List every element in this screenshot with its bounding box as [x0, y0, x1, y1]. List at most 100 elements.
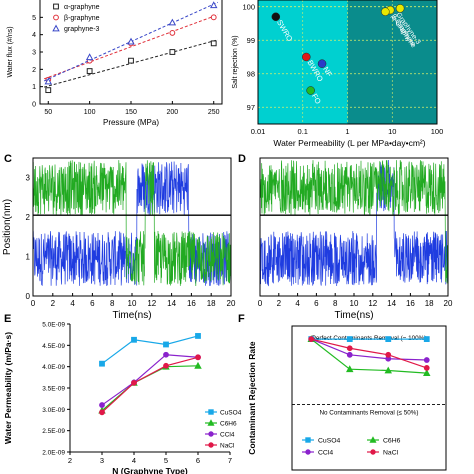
- x-tick-label: 20: [444, 299, 453, 308]
- data-point: [163, 341, 169, 348]
- data-point: [423, 369, 431, 377]
- data-point: [210, 40, 217, 47]
- panel-c-position-trace: 0 2 4 6 8 10 12 14 16 18 200123Time(ns)Position(nm…: [2, 157, 236, 321]
- data-point: [169, 49, 176, 55]
- x-tick-label: 250: [208, 109, 220, 116]
- y-tick-label: 100: [242, 3, 255, 12]
- fit-line: [43, 14, 219, 80]
- legend-label: β-graphyne: [64, 15, 100, 22]
- x-tick-label: 200: [167, 109, 179, 116]
- data-point: [385, 351, 392, 358]
- x-tick-label: 6: [314, 299, 319, 308]
- x-tick-label: 18: [425, 299, 434, 308]
- legend-label: CCl4: [220, 432, 235, 439]
- x-tick-label: 18: [207, 299, 216, 308]
- data-point: [128, 57, 134, 64]
- plot-frame: [257, 0, 438, 125]
- legend-label: C6H6: [220, 421, 237, 428]
- x-tick-label: 2: [51, 299, 56, 308]
- legend-marker: [370, 449, 376, 455]
- data-point: [45, 87, 52, 94]
- legend-label: C6H6: [383, 438, 401, 445]
- y-axis-label: Contaminant Rejection Rate: [247, 341, 257, 455]
- y-tick-label: 99: [247, 36, 255, 45]
- legend-label: CuSO4: [220, 410, 242, 417]
- y-tick-label: 2: [32, 67, 36, 74]
- data-point: [99, 409, 105, 416]
- data-point: [168, 18, 177, 26]
- x-tick-label: 14: [387, 299, 396, 308]
- position-trace: [32, 161, 232, 286]
- series-line: [101, 365, 199, 412]
- data-point: [423, 364, 430, 371]
- legend-label: NaCl: [220, 443, 235, 450]
- x-tick-label: 0.01: [251, 127, 266, 136]
- data-point: [395, 4, 405, 13]
- data-point: [346, 345, 353, 352]
- data-point: [99, 360, 105, 367]
- y-tick-label: 4.5E-09: [42, 343, 65, 350]
- x-tick-label: 150: [125, 109, 137, 116]
- data-point: [271, 12, 281, 22]
- data-point: [86, 68, 93, 74]
- data-point: [85, 53, 94, 61]
- data-point: [44, 77, 53, 85]
- panel-letter-e: E: [4, 313, 11, 325]
- data-point: [423, 336, 430, 342]
- y-tick-label: 5.0E-09: [42, 322, 65, 329]
- plot-frame: [291, 325, 447, 471]
- y-tick-label: 97: [247, 103, 255, 112]
- x-tick-label: 20: [227, 299, 236, 308]
- x-tick-label: 16: [406, 299, 415, 308]
- y-tick-label: 1: [32, 84, 36, 91]
- panel-letter-f: F: [238, 313, 245, 325]
- legend-marker: [305, 449, 311, 455]
- x-tick-label: 4: [295, 299, 300, 308]
- series-line: [311, 338, 427, 369]
- data-point: [423, 357, 430, 363]
- legend-label: NaCl: [383, 450, 399, 457]
- x-tick-label: 10: [128, 299, 137, 308]
- series-line: [101, 335, 199, 365]
- x-tick-label: 1: [345, 127, 349, 136]
- legend-label: α-graphyne: [64, 4, 100, 11]
- data-point: [346, 365, 354, 373]
- x-tick-label: 100: [431, 127, 444, 136]
- data-point: [194, 361, 202, 369]
- y-tick-label: 2.5E-09: [42, 428, 65, 435]
- data-point: [384, 366, 392, 374]
- x-axis-label: N (Graphyne Type): [112, 466, 188, 474]
- x-tick-label: 12: [147, 299, 156, 308]
- y-tick-label: 5: [32, 15, 36, 22]
- x-axis-label: Time(ns): [334, 310, 373, 321]
- data-point: [381, 7, 390, 16]
- x-tick-label: 50: [44, 109, 52, 116]
- series-line: [101, 356, 199, 413]
- data-point: [317, 59, 327, 68]
- legend-marker: [208, 409, 214, 415]
- x-tick-label: 0.1: [298, 127, 308, 136]
- data-point: [195, 333, 201, 339]
- data-point: [131, 336, 137, 343]
- y-axis-label: Salt rejection (%): [232, 35, 239, 88]
- x-tick-label: 14: [167, 299, 176, 308]
- x-tick-label: 4: [132, 456, 136, 465]
- series-line: [101, 354, 199, 406]
- data-point: [210, 14, 217, 21]
- data-point: [302, 52, 311, 62]
- x-tick-label: 8: [333, 299, 338, 308]
- data-point: [209, 1, 218, 9]
- annotation-bottom: No Contaminants Removal (≤ 50%): [320, 410, 419, 417]
- y-tick-label: 2: [26, 213, 31, 222]
- legend-label: CCl4: [318, 450, 333, 457]
- panel-letter-d: D: [238, 153, 246, 165]
- x-tick-label: 12: [368, 299, 377, 308]
- y-tick-label: 0: [32, 102, 36, 109]
- y-tick-label: 1: [26, 253, 31, 262]
- x-tick-label: 0: [31, 299, 36, 308]
- series-line: [310, 338, 427, 374]
- panel-e-water-permeability: 2 3 4 5 6 7 2.0E-09 2.5E-09 3.0E-09 3.5E-09 4.0E-0…: [3, 322, 242, 474]
- panel-a-water-flux: 50 100 150 200 250 0 1 2 3 4 5 Pressure (MPa) Water …: [7, 0, 223, 127]
- data-point: [169, 30, 176, 36]
